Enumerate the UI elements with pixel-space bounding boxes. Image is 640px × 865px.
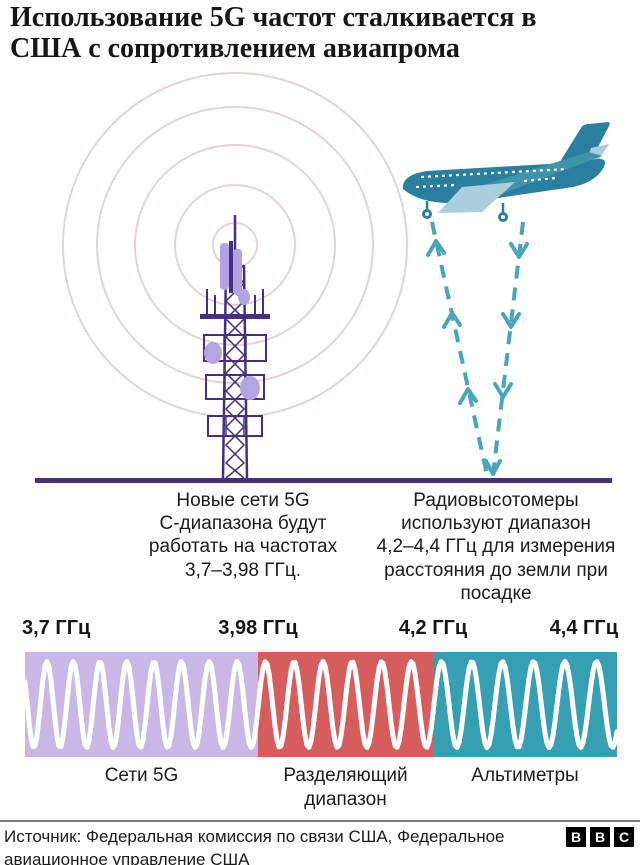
source-attribution: Источник: Федеральная комиссия по связи … — [4, 827, 505, 865]
airplane-icon — [402, 122, 610, 222]
plane-caption: Радиовысотомеры используют диапазон 4,2–… — [376, 490, 616, 604]
band-label-5g: Сети 5G — [104, 765, 179, 786]
cell-tower-icon — [200, 215, 270, 479]
spectrum-bands — [25, 652, 617, 757]
antenna-panels-icon — [204, 241, 260, 400]
footer-divider — [0, 820, 640, 822]
windows — [415, 167, 568, 189]
page-title: Использование 5G частот сталкивается в С… — [10, 2, 537, 65]
freq-tick-3-7: 3,7 ГГц — [22, 617, 91, 639]
frequency-axis: 3,7 ГГц 3,98 ГГц 4,2 ГГц 4,4 ГГц — [0, 617, 640, 645]
freq-tick-4-2: 4,2 ГГц — [398, 617, 468, 639]
bbc-logo-letter: B — [590, 827, 610, 847]
freq-tick-3-98: 3,98 ГГц — [218, 617, 298, 639]
ground-line — [35, 478, 612, 483]
tower-caption: Новые сети 5G С-диапазона будут работать… — [148, 490, 338, 581]
freq-tick-4-4: 4,4 ГГц — [549, 617, 618, 639]
landing-gear-icon — [422, 201, 508, 222]
altimeter-beams-icon — [426, 221, 529, 476]
band-labels-row: Сети 5G Разделяющий диапазон Альтиметры — [25, 764, 617, 812]
band-label-altimeters: Альтиметры — [471, 765, 579, 786]
sine-wave-icon — [25, 659, 617, 750]
near-wing — [438, 182, 515, 213]
bbc-logo: B B C — [566, 827, 634, 847]
illustration-canvas — [35, 72, 612, 483]
bbc-logo-letter: B — [566, 827, 586, 847]
band-label-guard: Разделяющий диапазон — [283, 765, 408, 810]
tail-fin — [558, 122, 610, 165]
bbc-logo-letter: C — [614, 827, 634, 847]
